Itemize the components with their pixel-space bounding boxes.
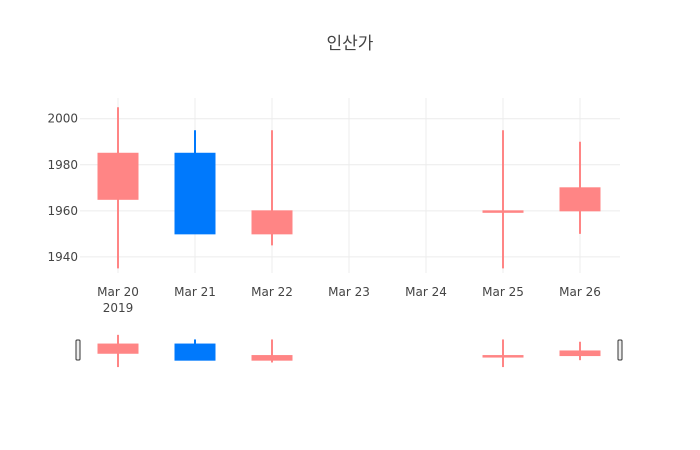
range-slider-left-handle[interactable] [75,339,81,361]
candle [559,141,601,234]
chart-title: 인산가 [327,34,374,54]
y-tick-label: 1940 [47,250,78,264]
range-slider-right-handle[interactable] [617,339,623,361]
candle [482,130,524,269]
x-axis-year-label: 2019 [103,301,134,315]
x-tick-label: Mar 23 [328,285,370,299]
candle-body [251,355,293,361]
y-tick-label: 1960 [47,204,78,218]
candle [174,130,216,235]
y-axis-ticks: 1940 1960 1980 2000 [47,112,78,264]
candle-body [174,343,216,361]
candle-mini [559,341,601,361]
candle-body [251,210,293,235]
candle-body [482,355,524,358]
x-tick-label: Mar 22 [251,285,293,299]
candle-body [482,210,524,213]
x-tick-label: Mar 24 [405,285,447,299]
y-tick-label: 2000 [47,112,78,126]
candle [251,130,293,246]
candle-body [559,350,601,357]
candle-mini [174,339,216,361]
candle-mini [482,339,524,368]
candle-mini [97,334,139,368]
y-tick-label: 1980 [47,158,78,172]
grid-lines [80,98,620,273]
range-slider[interactable] [75,334,623,368]
x-tick-label: Mar 21 [174,285,216,299]
candle-body [97,152,139,200]
candles [97,107,601,269]
x-tick-label: Mar 25 [482,285,524,299]
candle-body [97,343,139,354]
x-tick-label: Mar 26 [559,285,601,299]
candle [97,107,139,269]
candle-mini [251,339,293,363]
candle-body [174,152,216,235]
x-tick-label: Mar 20 [97,285,139,299]
candle-body [559,187,601,212]
x-axis-ticks: Mar 20 Mar 21 Mar 22 Mar 23 Mar 24 Mar 25 Mar … [97,285,601,299]
